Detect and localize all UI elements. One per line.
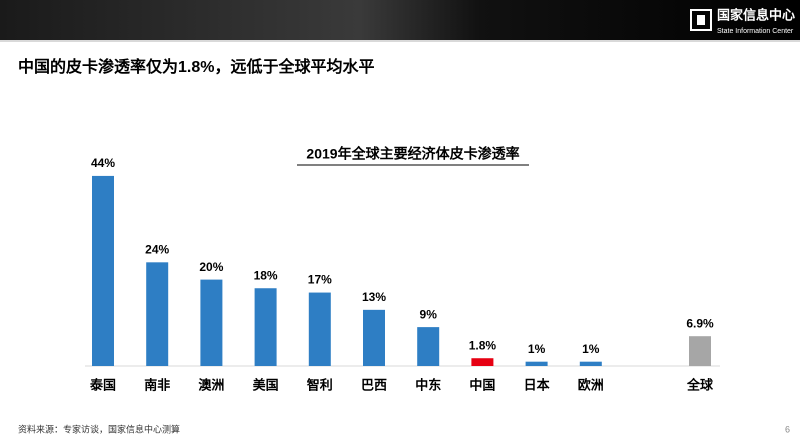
category-label: 澳洲 [198, 377, 224, 392]
chart-title: 2019年全球主要经济体皮卡渗透率 [306, 146, 519, 162]
bars: 44% 泰国 24% 南非 20% 澳洲 18% 美国 17% 智利 13% 巴西 9% 中东 1.8% 中国… [89, 156, 714, 392]
header-rule [0, 40, 800, 42]
category-label: 美国 [253, 377, 279, 392]
bar [525, 361, 548, 366]
value-label: 1% [528, 342, 546, 356]
bar [417, 327, 440, 366]
value-label: 20% [199, 260, 223, 274]
value-label: 24% [145, 242, 169, 256]
category-label: 全球 [686, 377, 714, 392]
category-label: 中东 [415, 377, 441, 392]
value-label: 17% [308, 273, 332, 287]
bar [363, 309, 385, 366]
page-number: 6 [785, 424, 790, 434]
bar [308, 292, 331, 366]
category-label: 欧洲 [578, 377, 604, 392]
value-label: 44% [91, 156, 115, 170]
category-label: 智利 [307, 377, 333, 392]
source-note: 资料来源：专家访谈，国家信息中心测算 [18, 423, 180, 434]
bar [200, 279, 223, 366]
bar [579, 361, 602, 366]
slide-title: 中国的皮卡渗透率仅为1.8%，远低于全球平均水平 [18, 57, 374, 76]
header-band [0, 0, 800, 40]
value-label: 9% [420, 307, 438, 321]
value-label: 13% [362, 290, 386, 304]
bar [254, 288, 277, 366]
category-label: 中国 [469, 377, 495, 392]
category-label: 南非 [144, 377, 170, 392]
value-label: 6.9% [686, 316, 714, 330]
value-label: 1.8% [469, 338, 497, 352]
value-label: 18% [254, 268, 278, 282]
category-label: 泰国 [89, 377, 116, 392]
logo-icon [690, 9, 712, 31]
value-label: 1% [582, 342, 600, 356]
bar [92, 175, 114, 366]
org-name: 国家信息中心 [717, 7, 795, 22]
category-label: 日本 [524, 377, 550, 392]
bar [689, 336, 711, 366]
category-label: 巴西 [361, 377, 387, 392]
bar [146, 262, 169, 366]
bar [471, 358, 494, 366]
org-name-en: State Information Center [717, 28, 794, 35]
